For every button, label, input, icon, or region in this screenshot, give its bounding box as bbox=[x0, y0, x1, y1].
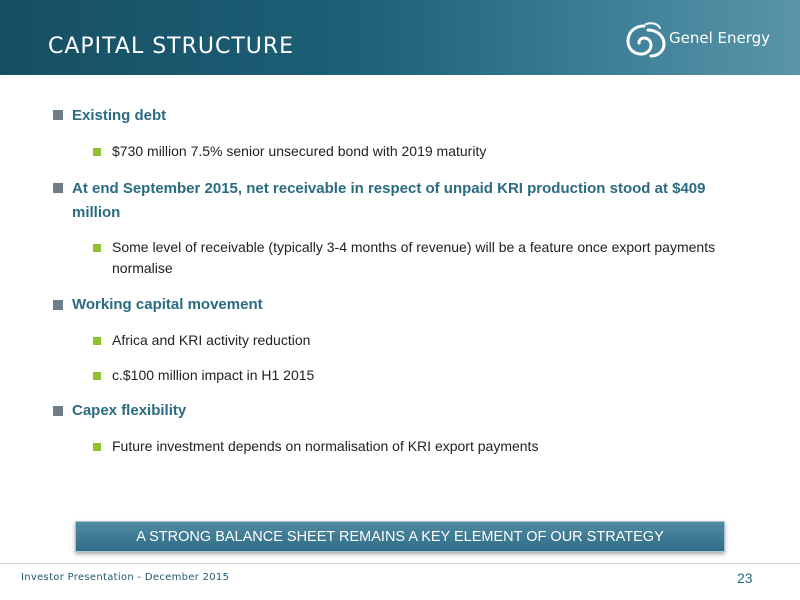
slide-title: CAPITAL STRUCTURE bbox=[48, 34, 295, 59]
sub-bullet-square-icon bbox=[93, 148, 101, 156]
bullet-heading: Capex flexibility bbox=[72, 402, 187, 419]
sub-bullet-text: Africa and KRI activity reduction bbox=[112, 332, 311, 348]
bullet-heading: Working capital movement bbox=[72, 296, 263, 313]
strategy-banner: A STRONG BALANCE SHEET REMAINS A KEY ELE… bbox=[75, 521, 725, 552]
bullet-square-icon bbox=[53, 300, 63, 310]
footer-caption: Investor Presentation - December 2015 bbox=[21, 572, 230, 583]
footer-divider bbox=[0, 563, 800, 564]
bullet-square-icon bbox=[53, 183, 63, 193]
sub-bullet-square-icon bbox=[93, 443, 101, 451]
sub-bullet-square-icon bbox=[93, 244, 101, 252]
page-number: 23 bbox=[737, 570, 753, 586]
bullet-heading: At end September 2015, net receivable in… bbox=[72, 180, 706, 221]
genel-logo-icon bbox=[626, 22, 666, 58]
slide-header: CAPITAL STRUCTURE Genel Energy bbox=[0, 0, 800, 75]
sub-bullet-text: c.$100 million impact in H1 2015 bbox=[112, 367, 315, 383]
sub-bullet-text: Future investment depends on normalisati… bbox=[112, 438, 539, 454]
sub-bullet-text: Some level of receivable (typically 3-4 … bbox=[112, 239, 716, 276]
logo-text: Genel Energy bbox=[669, 29, 771, 47]
bullet-heading: Existing debt bbox=[72, 107, 167, 124]
bullet-square-icon bbox=[53, 110, 63, 120]
sub-bullet-square-icon bbox=[93, 372, 101, 380]
sub-bullet-square-icon bbox=[93, 337, 101, 345]
bullet-square-icon bbox=[53, 406, 63, 416]
sub-bullet-text: $730 million 7.5% senior unsecured bond … bbox=[112, 143, 487, 159]
genel-energy-logo: Genel Energy bbox=[624, 20, 774, 60]
